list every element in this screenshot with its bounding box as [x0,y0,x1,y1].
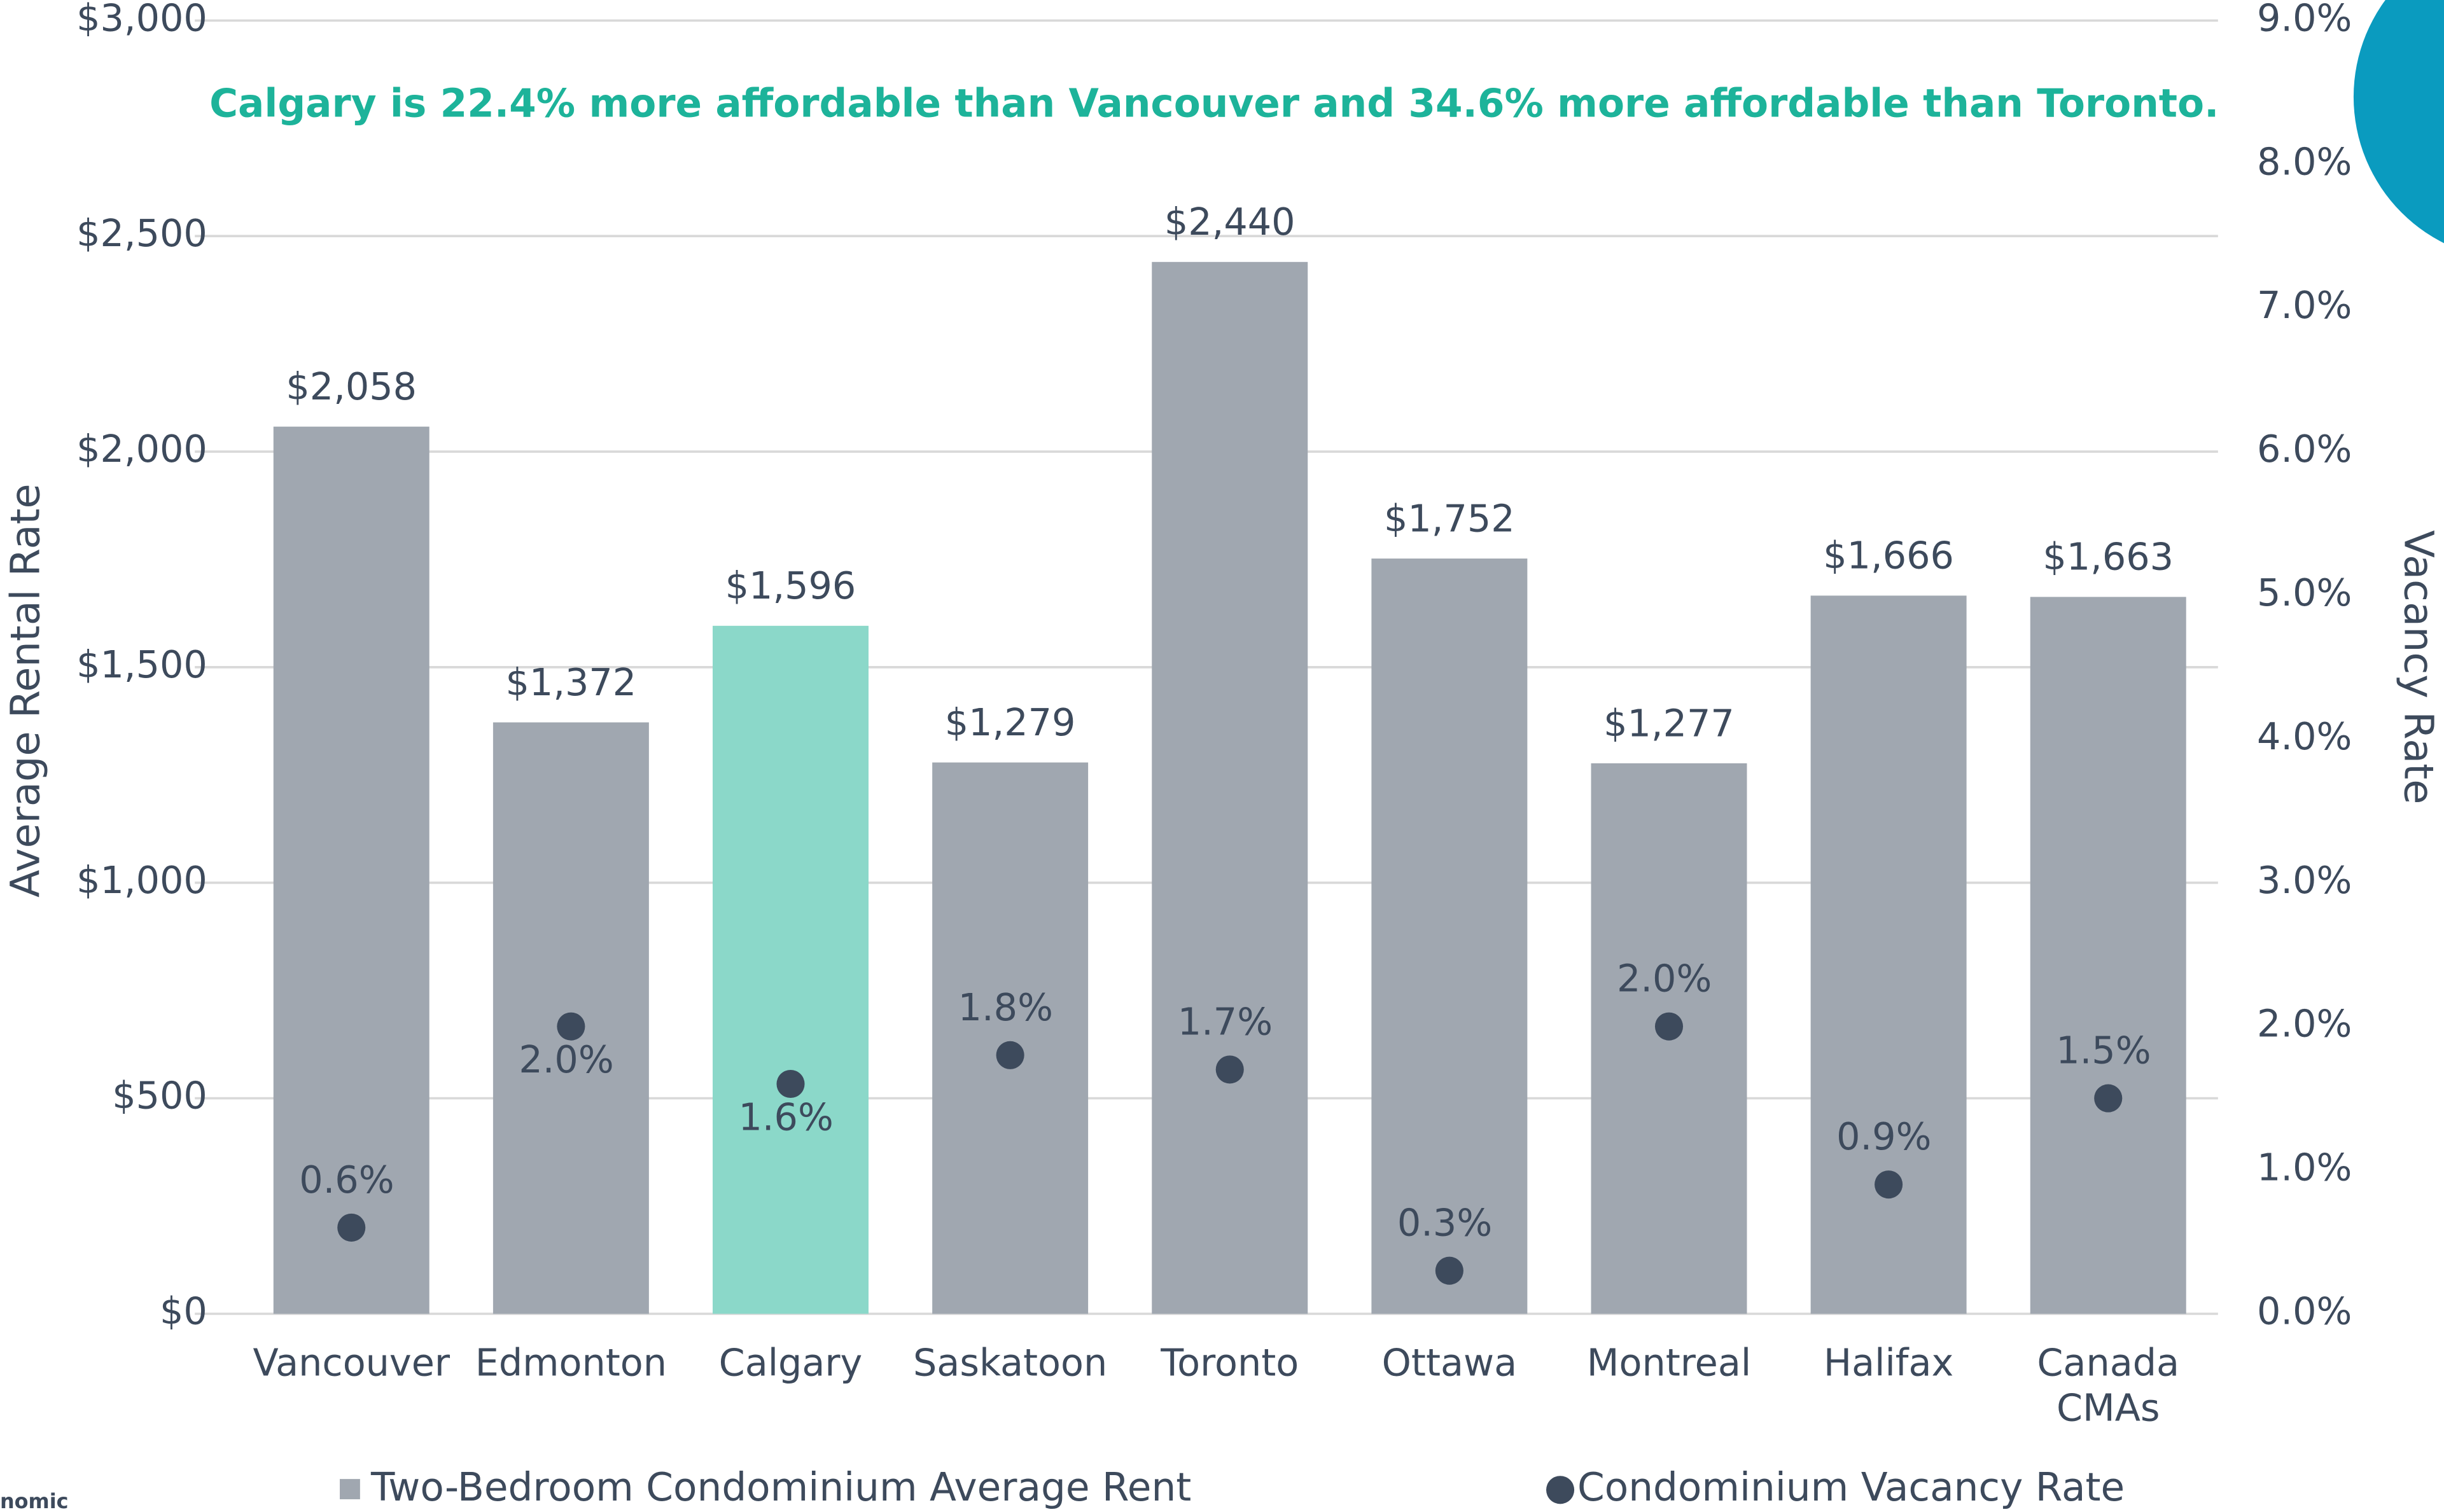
bar [932,762,1089,1314]
x-tick-label: Saskatoon [913,1340,1107,1384]
dot [1435,1256,1463,1285]
bar [2030,597,2186,1314]
dot [337,1213,366,1242]
x-tick-label: Canada CMAs [2037,1340,2179,1429]
y2-tick-label: 1.0% [2257,1146,2352,1189]
dot-value-label: 1.8% [958,985,1053,1029]
bar-value-label: $1,666 [1823,534,1954,578]
x-tick-label: Toronto [1160,1340,1299,1384]
bar-value-label: $1,277 [1603,701,1735,745]
bar [1152,261,1308,1314]
y2-tick-label: 4.0% [2257,714,2352,758]
x-tick-label: Halifax [1824,1340,1953,1384]
bar-value-label: $1,279 [945,700,1076,744]
y2-axis-label: Vacancy Rate [2394,530,2441,804]
bar [1371,558,1528,1314]
bar-value-label: $1,752 [1384,496,1515,540]
y2-tick-label: 2.0% [2257,1002,2352,1046]
y-tick-label: $500 [112,1074,207,1118]
dot [1654,1012,1684,1041]
y-tick-label: $3,000 [76,0,207,39]
x-tick-label: Edmonton [475,1340,667,1384]
x-tick-label: Vancouver [253,1340,450,1384]
dot-value-label: 2.0% [519,1037,613,1081]
y2-tick-label: 0.0% [2257,1289,2352,1333]
bar-value-label: $2,440 [1164,200,1295,244]
bar [273,426,429,1314]
y-tick-label: $2,500 [76,211,207,255]
dot [776,1069,805,1099]
x-tick-label: Montreal [1587,1340,1751,1384]
x-tick-label: Ottawa [1382,1340,1517,1384]
y-tick-label: $1,000 [76,858,207,902]
dot [557,1012,585,1041]
legend-swatch [340,1479,360,1499]
dot [996,1041,1024,1069]
legend-swatch [1546,1476,1575,1504]
y2-tick-label: 9.0% [2257,0,2352,39]
bar-value-label: $1,372 [506,660,637,704]
y2-tick-label: 5.0% [2257,571,2352,614]
bar [1810,595,1967,1314]
dot-value-label: 1.6% [738,1095,833,1139]
dot-value-label: 1.5% [2056,1029,2151,1072]
subtitle: Calgary is 22.4% more affordable than Va… [209,81,2219,127]
bar-value-label: $1,663 [2042,535,2174,579]
y-tick-label: $0 [160,1289,207,1333]
dot [2094,1084,2123,1113]
dot-value-label: 1.7% [1178,999,1273,1043]
y-tick-label: $1,500 [76,642,207,686]
bar [713,625,869,1314]
dot [1875,1170,1903,1199]
legend-label: Condominium Vacancy Rate [1577,1465,2125,1510]
dot-value-label: 0.6% [299,1158,394,1202]
y2-tick-label: 6.0% [2257,427,2352,471]
dot-value-label: 0.9% [1836,1114,1931,1158]
dot [1215,1055,1244,1084]
bar-value-label: $2,058 [286,364,417,408]
y2-tick-label: 7.0% [2257,283,2352,327]
y-tick-label: $2,000 [76,427,207,471]
dot-value-label: 0.3% [1397,1201,1492,1245]
legend-label: Two-Bedroom Condominium Average Rent [370,1465,1191,1510]
dot-value-label: 2.0% [1617,957,1712,1001]
y2-tick-label: 8.0% [2257,139,2352,183]
y2-tick-label: 3.0% [2257,858,2352,902]
x-tick-label: Calgary [719,1340,863,1384]
y-axis-label: Average Rental Rate [3,483,50,898]
decor-circle [2353,0,2444,244]
footer-fragment: nomic [0,1489,68,1512]
bar-value-label: $1,596 [725,564,856,607]
